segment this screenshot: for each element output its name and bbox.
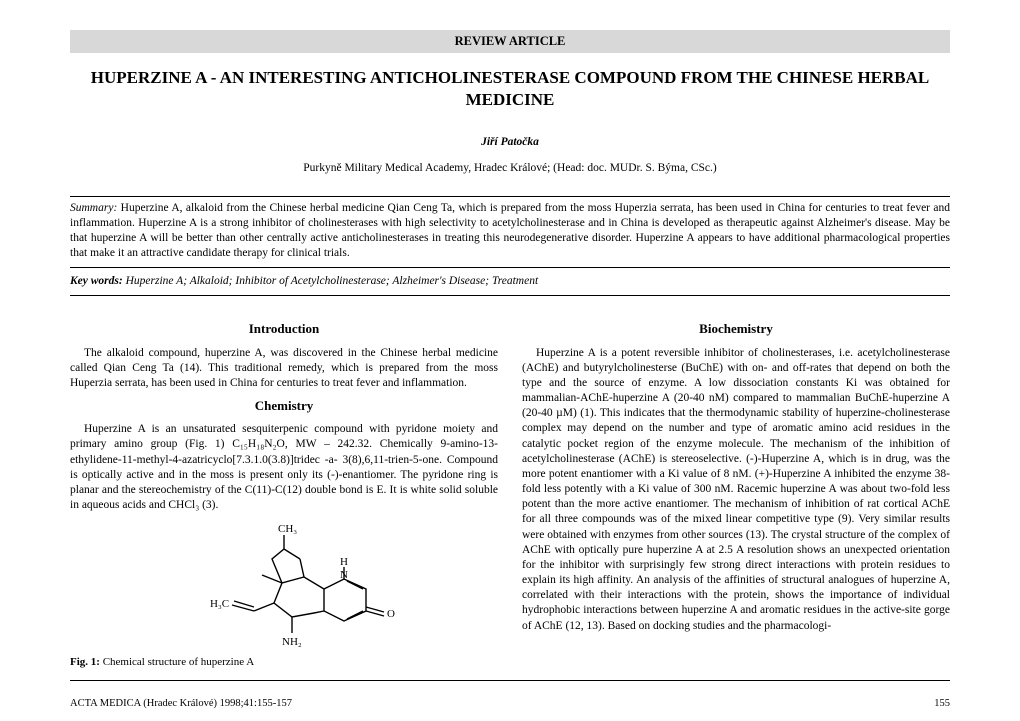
- structure-label-ch3: CH₃: [278, 523, 297, 535]
- keywords-block: Key words: Huperzine A; Alkaloid; Inhibi…: [70, 274, 950, 290]
- author: Jiří Patočka: [70, 135, 950, 151]
- figure-label: Fig. 1:: [70, 656, 100, 668]
- rule-top: [70, 196, 950, 197]
- structure-label-h: H: [340, 556, 348, 568]
- section-label: REVIEW ARTICLE: [70, 30, 950, 53]
- heading-chemistry: Chemistry: [70, 397, 498, 414]
- intro-paragraph: The alkaloid compound, huperzine A, was …: [70, 346, 498, 392]
- left-column: Introduction The alkaloid compound, hupe…: [70, 318, 498, 669]
- keywords-text: Huperzine A; Alkaloid; Inhibitor of Acet…: [126, 275, 539, 287]
- summary-text: Huperzine A, alkaloid from the Chinese h…: [70, 202, 950, 259]
- structure-label-n: N: [340, 569, 348, 581]
- page-number: 155: [934, 697, 950, 711]
- chemistry-paragraph: Huperzine A is an unsaturated sesquiterp…: [70, 422, 498, 513]
- summary-block: Summary: Huperzine A, alkaloid from the …: [70, 201, 950, 261]
- summary-label: Summary:: [70, 202, 117, 214]
- heading-introduction: Introduction: [70, 320, 498, 337]
- rule-mid: [70, 267, 950, 268]
- biochemistry-paragraph: Huperzine A is a potent reversible inhib…: [522, 346, 950, 634]
- chemical-structure-figure: CH₃ H₃C NH₂ H N O: [154, 519, 414, 649]
- article-title: HUPERZINE A - AN INTERESTING ANTICHOLINE…: [70, 67, 950, 111]
- rule-bot: [70, 295, 950, 296]
- two-column-body: Introduction The alkaloid compound, hupe…: [70, 318, 950, 669]
- heading-biochemistry: Biochemistry: [522, 320, 950, 337]
- page-footer: ACTA MEDICA (Hradec Králové) 1998;41:155…: [70, 697, 950, 711]
- affiliation: Purkyně Military Medical Academy, Hradec…: [70, 161, 950, 177]
- journal-citation: ACTA MEDICA (Hradec Králové) 1998;41:155…: [70, 697, 292, 711]
- keywords-label: Key words:: [70, 275, 123, 287]
- structure-label-h3c: H₃C: [210, 598, 229, 610]
- structure-label-nh2: NH₂: [282, 636, 302, 648]
- footer-rule: [70, 680, 950, 681]
- right-column: Biochemistry Huperzine A is a potent rev…: [522, 318, 950, 669]
- structure-label-o: O: [387, 608, 395, 620]
- figure-caption: Fig. 1: Chemical structure of huperzine …: [70, 655, 498, 670]
- figure-caption-text: Chemical structure of huperzine A: [103, 656, 255, 668]
